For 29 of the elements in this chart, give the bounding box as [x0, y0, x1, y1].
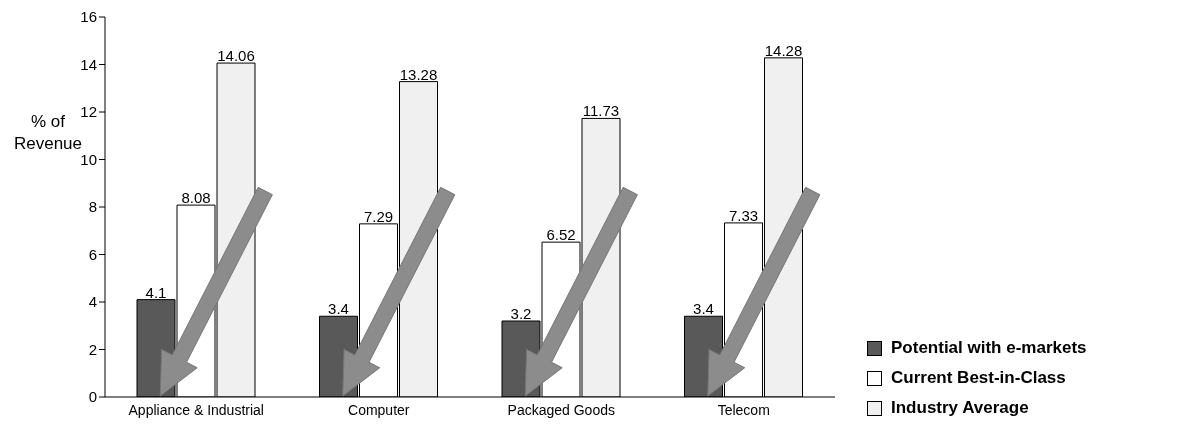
data-label: 14.28: [764, 41, 803, 59]
data-label: 7.33: [728, 206, 759, 224]
data-label: 7.29: [363, 207, 394, 225]
y-tick-label: 16: [80, 8, 97, 26]
data-label: 3.4: [328, 300, 349, 318]
legend-label: Potential with e-markets: [891, 338, 1087, 358]
legend-label: Industry Average: [891, 398, 1029, 418]
y-tick-label: 0: [88, 388, 97, 406]
data-label: 13.28: [399, 65, 438, 83]
y-tick-label: 2: [88, 340, 97, 358]
data-label: 8.08: [181, 189, 211, 207]
x-tick-label: Packaged Goods: [507, 401, 615, 418]
y-tick-label: 6: [88, 245, 97, 263]
x-tick-label: Computer: [348, 401, 410, 418]
data-label: 11.73: [582, 102, 620, 120]
y-tick-label: 10: [80, 150, 97, 168]
data-label: 3.2: [510, 305, 532, 322]
y-axis-title: % of Revenue: [13, 112, 83, 154]
legend-label: Current Best-in-Class: [891, 368, 1066, 388]
x-tick-label: Telecom: [717, 401, 770, 418]
data-label: 14.06: [217, 47, 255, 65]
data-label: 6.52: [546, 226, 576, 244]
y-tick-label: 8: [88, 198, 97, 216]
x-tick-label: Appliance & Industrial: [128, 401, 264, 418]
y-tick-label: 14: [80, 55, 97, 73]
data-label: 4.1: [145, 283, 167, 301]
y-tick-label: 12: [80, 103, 97, 121]
data-label: 3.4: [693, 300, 714, 318]
y-tick-label: 4: [88, 293, 97, 311]
